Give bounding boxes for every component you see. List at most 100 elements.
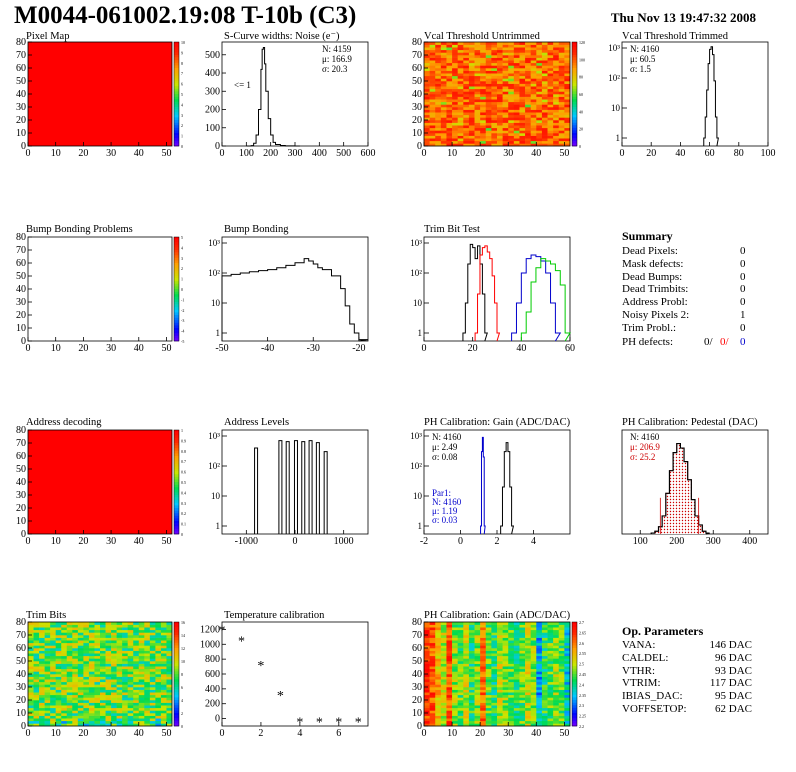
heatmap-cell: [116, 629, 123, 633]
y-tick-label: 10³: [410, 431, 422, 441]
chart-title: PH Calibration: Gain (ADC/DAC): [424, 610, 571, 621]
palette-swatch: [174, 474, 179, 478]
heatmap-cell: [160, 622, 167, 625]
heatmap-cell: [553, 697, 560, 701]
heatmap-cell: [50, 640, 56, 644]
heatmap-cell: [474, 96, 481, 100]
heatmap-cell: [513, 112, 520, 116]
heatmap-cell: [519, 624, 526, 628]
heatmap-cell: [485, 86, 492, 90]
heatmap-cell: [558, 637, 565, 641]
palette-swatch: [174, 307, 179, 311]
heatmap-cell: [452, 705, 458, 709]
heatmap-cell: [468, 117, 475, 121]
palette-swatch: [174, 479, 179, 483]
heatmap-cell: [468, 710, 475, 714]
heatmap-cell: [39, 676, 45, 680]
heatmap-cell: [105, 668, 112, 672]
heatmap-cell: [160, 635, 167, 638]
palette-label: 2.7: [579, 620, 584, 625]
heatmap-cell: [424, 94, 430, 97]
heatmap-cell: [446, 109, 453, 113]
heatmap-cell: [133, 720, 140, 724]
heatmap-cell: [100, 705, 106, 709]
heatmap-cell: [558, 710, 565, 714]
heatmap-cell: [424, 645, 430, 649]
heatmap-cell: [138, 666, 145, 670]
heatmap-cell: [94, 663, 101, 667]
op-param-label: IBIAS_DAC:: [622, 690, 683, 703]
heatmap-cell: [133, 642, 140, 646]
heatmap-cell: [519, 632, 526, 636]
heatmap-cell: [468, 83, 475, 87]
heatmap-cell: [66, 642, 73, 646]
heatmap-cell: [480, 104, 487, 108]
heatmap-cell: [28, 689, 34, 693]
heatmap-cell: [541, 49, 548, 53]
heatmap-cell: [547, 73, 554, 77]
heatmap-cell: [564, 658, 571, 662]
heatmap-cell: [536, 720, 543, 724]
heatmap-cell: [111, 658, 117, 662]
heatmap-cell: [33, 707, 40, 711]
heatmap-cell: [474, 114, 481, 118]
heatmap-cell: [474, 109, 481, 113]
heatmap-cell: [519, 650, 526, 654]
heatmap-cell: [491, 705, 498, 709]
heatmap-cell: [497, 655, 503, 659]
heatmap-cell: [564, 104, 571, 108]
heatmap-cell: [491, 720, 498, 724]
heatmap-cell: [94, 648, 101, 651]
heatmap-cell: [61, 637, 68, 641]
heatmap-cell: [491, 640, 498, 644]
heatmap-cell: [463, 668, 470, 672]
heatmap-cell: [541, 135, 548, 139]
heatmap-cell: [497, 671, 503, 675]
palette-swatch: [174, 443, 179, 446]
palette-swatch: [174, 83, 179, 87]
heatmap-cell: [491, 73, 498, 77]
heatmap-cell: [485, 114, 492, 118]
heatmap-cell: [553, 640, 560, 644]
heatmap-cell: [39, 668, 45, 672]
heatmap-cell: [50, 666, 56, 670]
palette-swatch: [572, 684, 577, 688]
heatmap-cell: [83, 684, 90, 688]
heatmap-cell: [474, 138, 481, 142]
heatmap-cell: [160, 632, 167, 636]
heatmap-cell: [166, 705, 173, 709]
x-tick-label: -20: [352, 343, 365, 354]
heatmap-cell: [105, 645, 112, 649]
heatmap-cell: [468, 671, 475, 675]
heatmap-cell: [558, 104, 565, 108]
heatmap-cell: [105, 700, 112, 703]
heatmap-cell: [519, 60, 526, 64]
heatmap-cell: [440, 679, 447, 683]
heatmap-cell: [446, 684, 453, 688]
heatmap-cell: [502, 47, 509, 51]
heatmap-cell: [452, 687, 458, 690]
heatmap-cell: [485, 88, 492, 92]
heatmap-cell: [122, 666, 128, 670]
heatmap-cells: [28, 622, 173, 727]
heatmap-cell: [564, 622, 571, 625]
heatmap-cell: [468, 676, 475, 680]
heatmap-cell: [446, 692, 453, 696]
y-tick-label: 10: [211, 298, 221, 308]
heatmap-cell: [480, 720, 487, 724]
palette-label: 1: [181, 134, 183, 139]
x-tick-label: 40: [531, 728, 541, 739]
heatmap-cell: [33, 655, 40, 659]
heatmap-cell: [474, 70, 481, 74]
heatmap-cell: [105, 629, 112, 633]
heatmap-cell: [497, 94, 503, 97]
heatmap-cell: [485, 668, 492, 672]
heatmap-cell: [536, 640, 543, 644]
heatmap-cell: [457, 671, 464, 675]
heatmap-cell: [564, 718, 571, 722]
palette-label: 2: [181, 123, 183, 128]
heatmap-cell: [502, 60, 509, 64]
heatmap-cell: [144, 658, 151, 662]
heatmap-cell: [519, 668, 526, 672]
